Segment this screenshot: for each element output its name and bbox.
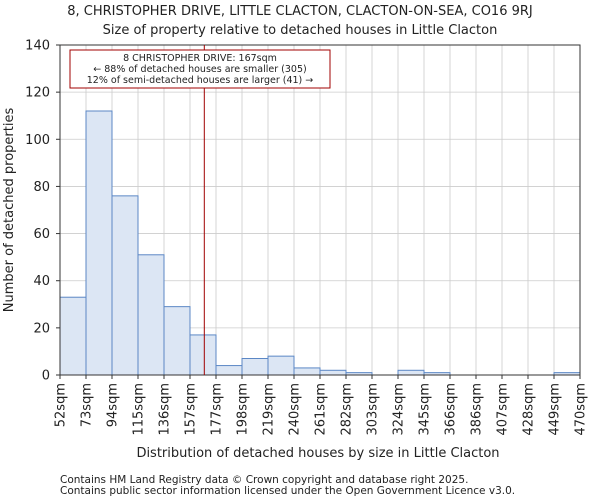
chart-title: 8, CHRISTOPHER DRIVE, LITTLE CLACTON, CL… [67,4,532,19]
bar-136sqm [163,306,191,376]
x-tick-label: 303sqm [366,383,381,436]
x-tick-label: 428sqm [522,383,537,436]
x-tick-label: 198sqm [236,383,251,436]
y-tick-label: 140 [25,39,50,54]
bar-240sqm [293,367,321,376]
y-tick-label: 120 [25,86,50,101]
x-tick-label: 94sqm [106,383,121,427]
bar-177sqm [215,365,243,376]
x-tick-label: 261sqm [314,383,329,436]
x-tick-label: 386sqm [470,383,485,436]
y-tick-label: 0 [42,369,50,384]
bar-73sqm [85,110,113,376]
x-tick-label: 345sqm [418,383,433,436]
x-tick-label: 282sqm [340,383,355,436]
y-axis-label: Number of detached properties [2,108,17,313]
footer-line-1: Contains HM Land Registry data © Crown c… [60,474,468,486]
x-ticks: 52sqm 73sqm 94sqm 115sqm 136sqm 157sqm 177sqm 1… [54,375,589,436]
x-tick-label: 73sqm [80,383,95,427]
x-tick-label: 470sqm [574,383,589,436]
bar-52sqm [59,296,87,376]
x-axis-label: Distribution of detached houses by size … [136,446,499,461]
x-tick-label: 324sqm [392,383,407,436]
x-tick-label: 366sqm [444,383,459,436]
x-tick-label: 240sqm [288,383,303,436]
y-tick-label: 60 [33,227,50,242]
x-tick-label: 449sqm [548,383,563,436]
annotation-line-3: 12% of semi-detached houses are larger (… [87,75,314,86]
x-tick-label: 136sqm [158,383,173,436]
y-tick-label: 20 [33,321,50,336]
x-tick-label: 157sqm [184,383,199,436]
y-tick-label: 40 [33,274,50,289]
chart-subtitle: Size of property relative to detached ho… [103,23,498,38]
x-tick-label: 115sqm [132,383,147,436]
y-tick-label: 80 [33,180,50,195]
bar-324sqm [397,369,425,376]
x-tick-label: 219sqm [262,383,277,436]
y-ticks: 0 20 40 60 80 100 120 140 [25,39,60,384]
bar-94sqm [111,195,139,376]
bar-115sqm [137,254,165,376]
annotation-box: 8 CHRISTOPHER DRIVE: 167sqm ← 88% of det… [69,49,331,89]
bar-261sqm [319,369,347,376]
x-tick-label: 177sqm [210,383,225,436]
bar-157sqm [189,334,217,376]
annotation-border [69,49,331,89]
annotation-line-2: ← 88% of detached houses are smaller (30… [93,64,306,75]
y-tick-label: 100 [25,133,50,148]
footer-line-2: Contains public sector information licen… [60,485,515,497]
annotation-line-1: 8 CHRISTOPHER DRIVE: 167sqm [123,53,277,64]
bars [59,110,581,376]
x-tick-label: 407sqm [496,383,511,436]
bar-198sqm [241,358,269,376]
bar-219sqm [267,355,295,376]
x-tick-label: 52sqm [54,383,69,427]
